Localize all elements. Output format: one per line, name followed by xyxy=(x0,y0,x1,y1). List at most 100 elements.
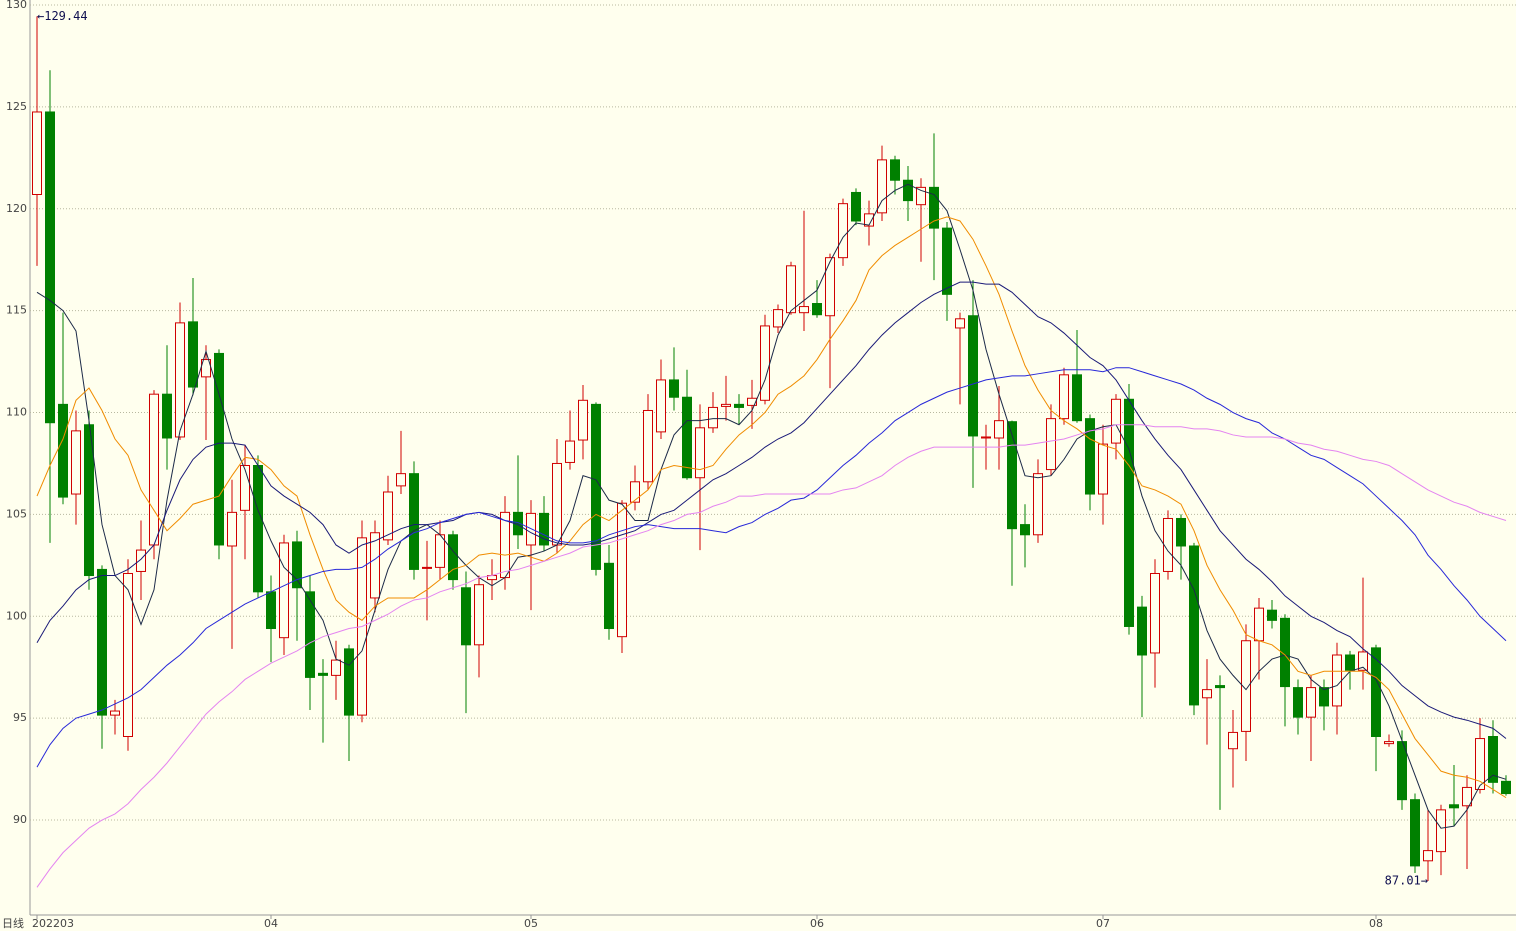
candle-body-down xyxy=(1410,799,1420,867)
candle-body-up xyxy=(955,318,965,329)
candle-body-down xyxy=(1371,647,1381,738)
candle-body-up xyxy=(136,549,146,572)
candle-body-down xyxy=(214,352,224,546)
candle-body-up xyxy=(1163,517,1173,572)
candle-body-down xyxy=(45,111,55,424)
candle-body-down xyxy=(292,541,302,589)
candle-body-up xyxy=(552,462,562,546)
candle-body-up xyxy=(1046,418,1056,471)
candle-body-down xyxy=(604,562,614,630)
x-tick-label: 05 xyxy=(524,917,538,930)
candle-body-down xyxy=(1488,736,1498,783)
candle-body-up xyxy=(227,511,237,547)
candle-body-up xyxy=(643,409,653,483)
x-tick-label: 07 xyxy=(1096,917,1110,930)
y-tick-label: 130 xyxy=(6,0,27,11)
candle-body-up xyxy=(1475,738,1485,790)
candle-body-up xyxy=(396,473,406,487)
candle-body-up xyxy=(760,325,770,401)
x-tick-label: 04 xyxy=(264,917,278,930)
candle-body-up xyxy=(1059,374,1069,420)
candle-body-up xyxy=(1332,654,1342,707)
candle-body-up xyxy=(864,213,874,227)
candle-body-down xyxy=(97,568,107,716)
candle-body-up xyxy=(1462,786,1472,807)
candle-body-up xyxy=(123,572,133,738)
candle-body-down xyxy=(162,393,172,439)
candle-body-up xyxy=(786,265,796,314)
candle-body-up xyxy=(474,584,484,646)
candle-body-down xyxy=(1449,804,1459,809)
candle-body-down xyxy=(682,396,692,479)
candle-body-up xyxy=(1423,850,1433,862)
candle-body-up xyxy=(1228,731,1238,750)
candle-body-down xyxy=(1280,617,1290,688)
candle-body-down xyxy=(903,179,913,202)
candle-body-down xyxy=(851,191,861,222)
candle-body-up xyxy=(1202,689,1212,699)
candle-body-up xyxy=(422,566,432,569)
candle-body-down xyxy=(1007,421,1017,530)
candle-body-up xyxy=(916,186,926,206)
candle-body-up xyxy=(877,159,887,214)
candle-body-up xyxy=(799,306,809,314)
candle-body-up xyxy=(110,710,120,716)
candle-body-up xyxy=(1111,398,1121,444)
candle-body-up xyxy=(825,257,835,317)
candle-body-up xyxy=(994,420,1004,439)
candle-body-up xyxy=(1436,809,1446,853)
candle-body-down xyxy=(1189,545,1199,706)
candle-body-down xyxy=(344,648,354,716)
y-tick-label: 110 xyxy=(6,406,27,419)
annotation-low: 87.01→ xyxy=(1385,873,1428,887)
y-tick-label: 125 xyxy=(6,100,27,113)
candle-body-down xyxy=(1319,687,1329,707)
candle-body-up xyxy=(383,491,393,541)
candle-body-down xyxy=(1345,654,1355,671)
candle-body-down xyxy=(1267,609,1277,621)
candle-body-down xyxy=(305,591,315,678)
candle-body-down xyxy=(890,159,900,181)
candle-body-down xyxy=(1072,374,1082,422)
candle-body-down xyxy=(448,534,458,581)
candle-body-up xyxy=(630,481,640,503)
candle-body-up xyxy=(1254,607,1264,642)
period-label: 日线 xyxy=(2,916,24,930)
candle-body-up xyxy=(435,534,445,568)
candle-body-up xyxy=(617,502,627,638)
x-tick-label: 202203 xyxy=(32,917,74,930)
candle-body-up xyxy=(1384,741,1394,745)
candle-body-down xyxy=(1085,418,1095,495)
candle-body-down xyxy=(812,303,822,316)
candle-body-up xyxy=(747,397,757,406)
x-tick-label: 06 xyxy=(810,917,824,930)
candle-body-up xyxy=(240,465,250,511)
candle-body-up xyxy=(773,309,783,328)
candle-body-up xyxy=(500,511,510,579)
candle-body-up xyxy=(656,379,666,433)
moving-average-line xyxy=(36,183,1507,829)
y-tick-label: 120 xyxy=(6,202,27,215)
candle-body-down xyxy=(461,587,471,646)
x-tick-label: 08 xyxy=(1369,917,1383,930)
candle-body-up xyxy=(981,436,991,439)
moving-average-line xyxy=(36,281,1507,739)
candle-body-up xyxy=(1306,687,1316,718)
moving-average-line xyxy=(36,367,1507,768)
candle-body-down xyxy=(1124,398,1134,627)
candle-body-up xyxy=(1358,651,1368,671)
candle-body-down xyxy=(1020,524,1030,536)
candle-body-up xyxy=(1150,572,1160,654)
y-tick-label: 90 xyxy=(13,813,27,826)
candle-body-up xyxy=(201,359,211,378)
candle-body-up xyxy=(32,111,42,195)
candle-body-down xyxy=(929,186,939,229)
candle-body-down xyxy=(968,315,978,437)
y-tick-label: 95 xyxy=(13,711,27,724)
candle-body-down xyxy=(669,379,679,398)
moving-average-line xyxy=(36,424,1507,888)
moving-average-line xyxy=(36,216,1507,799)
